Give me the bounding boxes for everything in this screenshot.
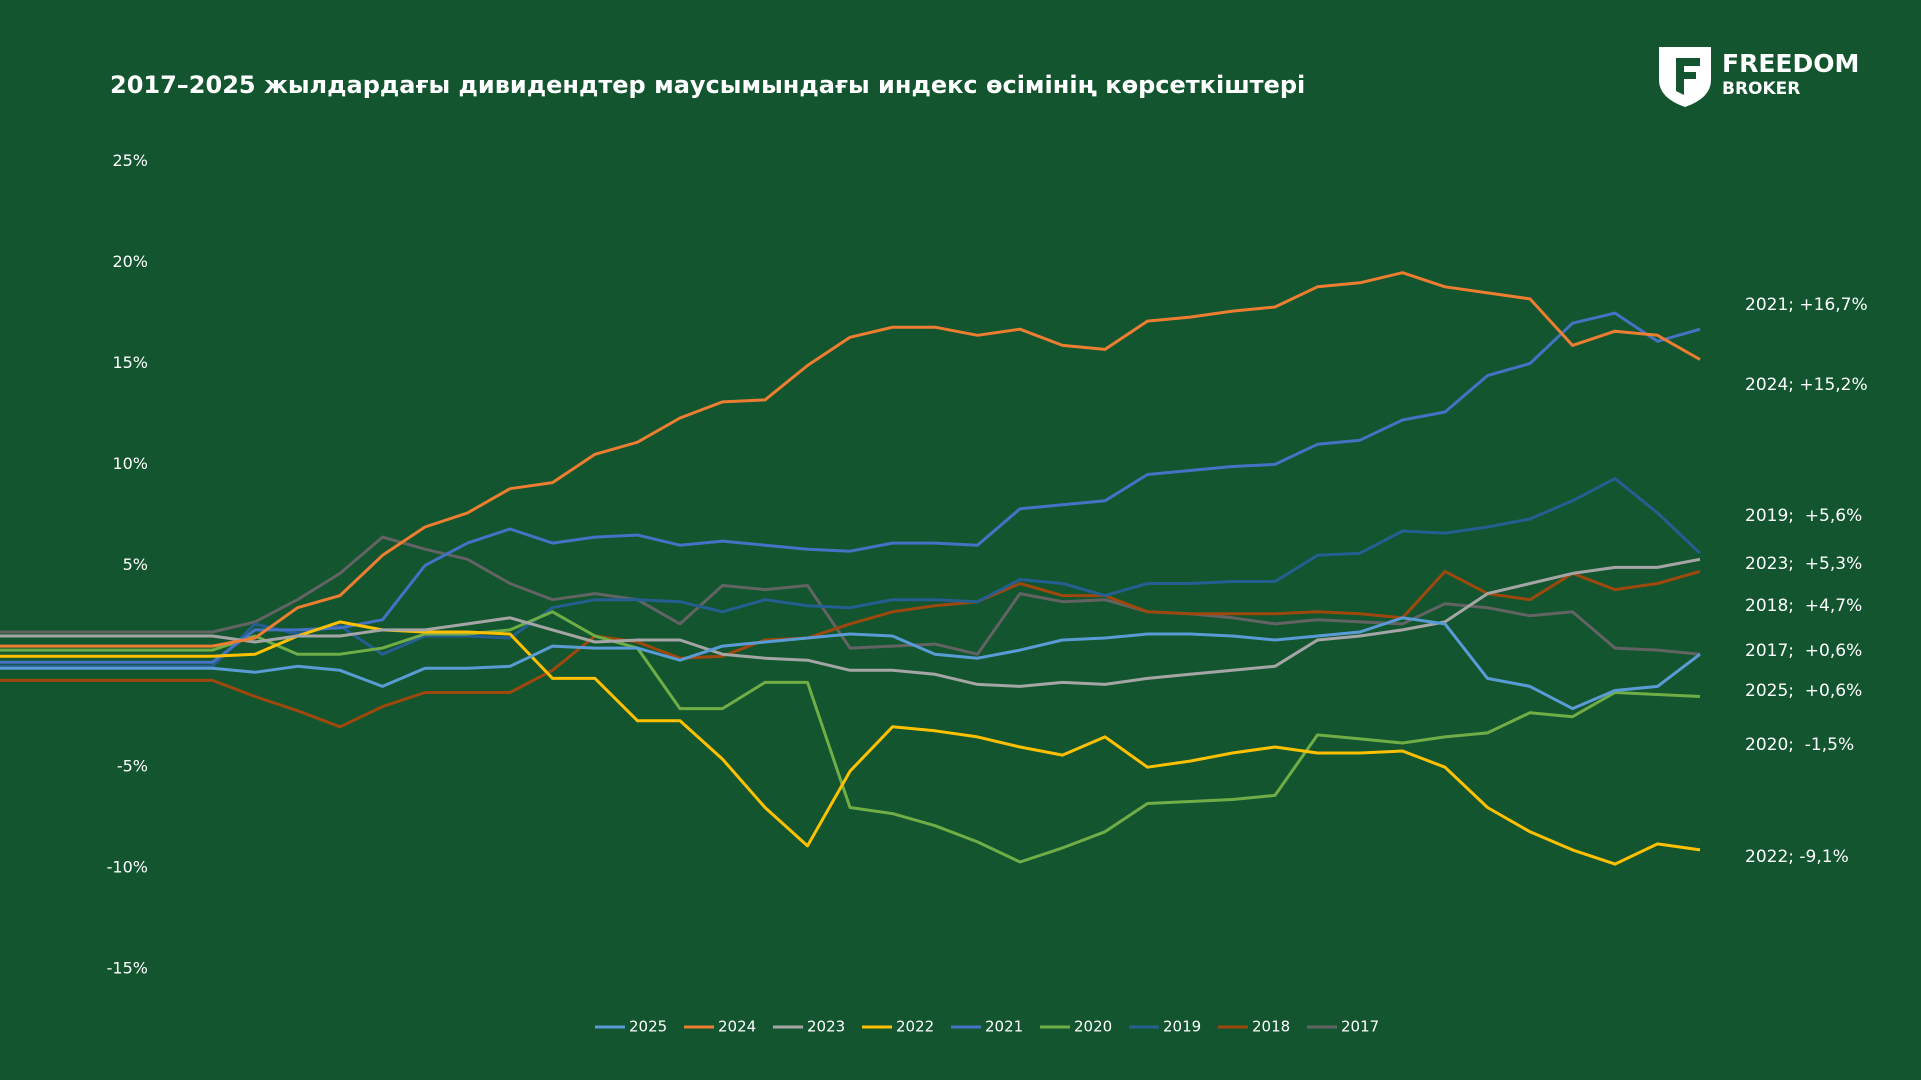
series-line — [0, 557, 1701, 688]
legend-label: 2018 — [1252, 1018, 1290, 1036]
annotation: 2020; -1,5% — [1745, 735, 1854, 755]
legend-label: 2024 — [718, 1018, 756, 1036]
y-tick-label: -5% — [117, 757, 148, 776]
series-line — [0, 610, 1701, 864]
annotation: 2022; -9,1% — [1745, 847, 1849, 867]
y-tick-label: 10% — [112, 454, 148, 473]
chart-title: 2017–2025 жылдардағы дивидендтер маусымы… — [110, 71, 1305, 99]
annotation: 2025; +0,6% — [1745, 681, 1862, 701]
y-tick-label: -10% — [107, 858, 148, 877]
legend-label: 2020 — [1074, 1018, 1112, 1036]
y-tick-label: 5% — [123, 555, 148, 574]
logo: FREEDOM BROKER — [1659, 47, 1859, 107]
y-tick-label: 15% — [112, 353, 148, 372]
annotation: 2018; +4,7% — [1745, 596, 1862, 616]
annotation: 2019; +5,6% — [1745, 506, 1862, 526]
series-line — [0, 311, 1701, 664]
y-tick-label: 20% — [112, 252, 148, 271]
annotation: 2021; +16,7% — [1745, 295, 1868, 315]
series-line — [0, 535, 1701, 656]
legend-label: 2025 — [629, 1018, 667, 1036]
logo-subtext: BROKER — [1722, 79, 1800, 99]
y-tick-label: -15% — [107, 959, 148, 978]
annotation: 2024; +15,2% — [1745, 375, 1868, 395]
series-line — [0, 616, 1701, 711]
logo-mark — [1676, 58, 1700, 95]
legend-label: 2021 — [985, 1018, 1023, 1036]
annotation: 2017; +0,6% — [1745, 641, 1862, 661]
legend-label: 2019 — [1163, 1018, 1201, 1036]
legend-label: 2017 — [1341, 1018, 1379, 1036]
series-line — [0, 620, 1701, 866]
logo-text: FREEDOM — [1722, 49, 1859, 78]
annotation: 2023; +5,3% — [1745, 554, 1862, 574]
legend-label: 2023 — [807, 1018, 845, 1036]
legend: 2025 2024 2023 2022 2021 2020 2019 2018 2017 — [595, 1018, 1379, 1036]
legend-label: 2022 — [896, 1018, 934, 1036]
series-line — [0, 569, 1701, 729]
y-tick-label: 25% — [112, 151, 148, 170]
series-line — [0, 271, 1701, 648]
